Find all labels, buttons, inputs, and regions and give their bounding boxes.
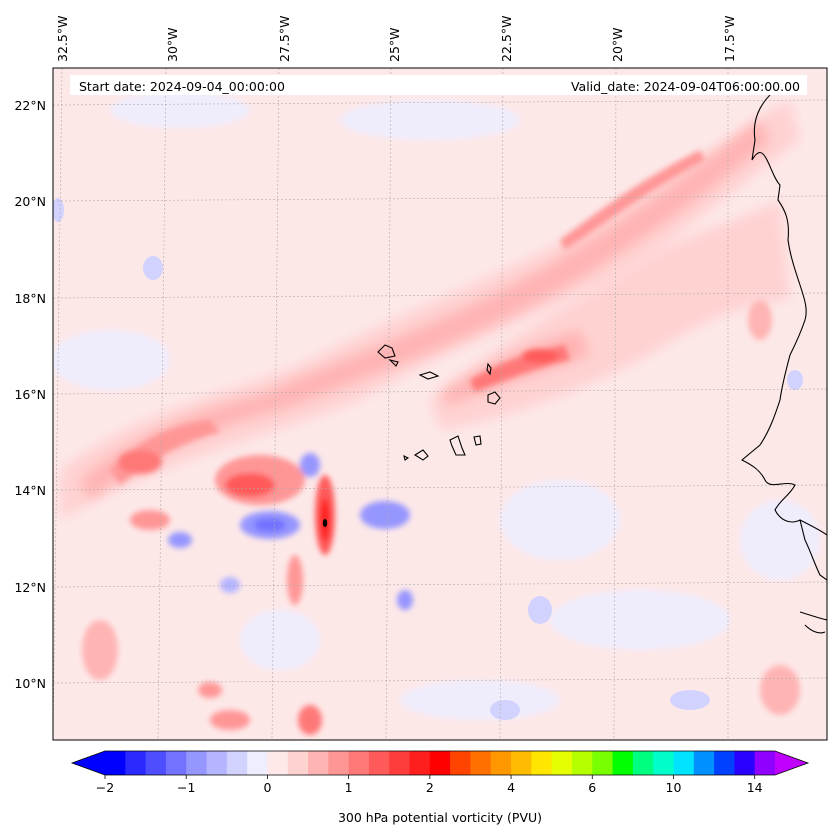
lat-label: 22°N	[14, 98, 46, 113]
lon-label: 32.5°W	[55, 16, 70, 62]
colorbar-cell	[186, 751, 208, 775]
colorbar-cell	[206, 751, 228, 775]
colorbar-tick-label: −2	[96, 780, 114, 795]
start-date: Start date: 2024-09-04_00:00:00	[79, 79, 285, 94]
colorbar-cell	[287, 751, 309, 775]
pv-band-core	[110, 150, 705, 485]
colorbar-title: 300 hPa potential vorticity (PVU)	[338, 810, 542, 825]
colorbar-cell	[145, 751, 167, 775]
colorbar-cell	[226, 751, 248, 775]
colorbar-cell	[125, 751, 147, 775]
colorbar-tick-label: 14	[747, 780, 763, 795]
convective-region	[82, 300, 800, 735]
lon-label: 17.5°W	[722, 16, 737, 62]
colorbar-tick-label: 6	[588, 780, 596, 795]
longitude-labels: 32.5°W 30°W 27.5°W 25°W 22.5°W 20°W 17.5…	[55, 16, 737, 62]
lon-label: 22.5°W	[499, 16, 514, 62]
colorbar-cell	[734, 751, 756, 775]
colorbar-cell	[754, 751, 776, 775]
lon-label: 25°W	[387, 27, 402, 62]
lat-label: 10°N	[14, 676, 46, 691]
lat-label: 20°N	[14, 194, 46, 209]
colorbar-cell	[247, 751, 268, 775]
colorbar-cell	[368, 751, 390, 775]
latitude-labels: 22°N 20°N 18°N 16°N 14°N 12°N 10°N	[14, 98, 46, 691]
lat-label: 12°N	[14, 580, 46, 595]
colorbar-ticks: −2 −1 0 1 2 4 6 10 14	[96, 775, 763, 795]
valid-date: Valid_date: 2024-09-04T06:00:00.00	[571, 79, 800, 94]
lat-label: 18°N	[14, 291, 46, 306]
colorbar-cell	[531, 751, 553, 775]
colorbar-cell	[450, 751, 471, 775]
blue-patches	[53, 198, 803, 720]
colorbar-cell	[693, 751, 715, 775]
colorbar-tick-label: 0	[263, 780, 271, 795]
lon-label: 20°W	[610, 27, 625, 62]
graticule	[53, 68, 827, 740]
colorbar-cell	[328, 751, 350, 775]
map-frame	[52, 67, 828, 741]
pv-max-dot	[322, 519, 328, 527]
colorbar-tick-label: 10	[666, 780, 682, 795]
colorbar-cell	[714, 751, 735, 775]
colorbar-tick-label: 1	[345, 780, 353, 795]
colorbar-cell	[308, 751, 329, 775]
colorbar-over-arrow	[775, 751, 808, 775]
colorbar-cell	[653, 751, 674, 775]
colorbar-cell	[409, 751, 431, 775]
colorbar-cell	[267, 751, 289, 775]
colorbar-tick-label: 2	[426, 780, 434, 795]
colorbar-cells	[105, 751, 776, 775]
colorbar-cell	[348, 751, 370, 775]
colorbar-cell	[165, 751, 187, 775]
colorbar-cell	[511, 751, 532, 775]
info-strip	[70, 75, 807, 95]
colorbar: −2 −1 0 1 2 4 6 10 14 300 hPa potential vorticit…	[70, 750, 810, 825]
lon-label: 27.5°W	[277, 16, 292, 62]
colorbar-under-arrow	[72, 751, 105, 775]
colorbar-cell	[592, 751, 614, 775]
colorbar-cell	[673, 751, 695, 775]
lat-label: 14°N	[14, 483, 46, 498]
coastline	[377, 94, 827, 634]
colorbar-cell	[490, 751, 512, 775]
colorbar-cell	[571, 751, 593, 775]
lat-label: 16°N	[14, 387, 46, 402]
pv-field	[53, 68, 827, 740]
colorbar-cell	[632, 751, 654, 775]
colorbar-cell	[612, 751, 634, 775]
colorbar-cell	[551, 751, 573, 775]
colorbar-cell	[470, 751, 492, 775]
colorbar-cell	[429, 751, 451, 775]
lon-label: 30°W	[165, 27, 180, 62]
colorbar-tick-label: −1	[177, 780, 195, 795]
colorbar-cell	[389, 751, 411, 775]
colorbar-cell	[105, 751, 126, 775]
colorbar-tick-label: 4	[507, 780, 515, 795]
